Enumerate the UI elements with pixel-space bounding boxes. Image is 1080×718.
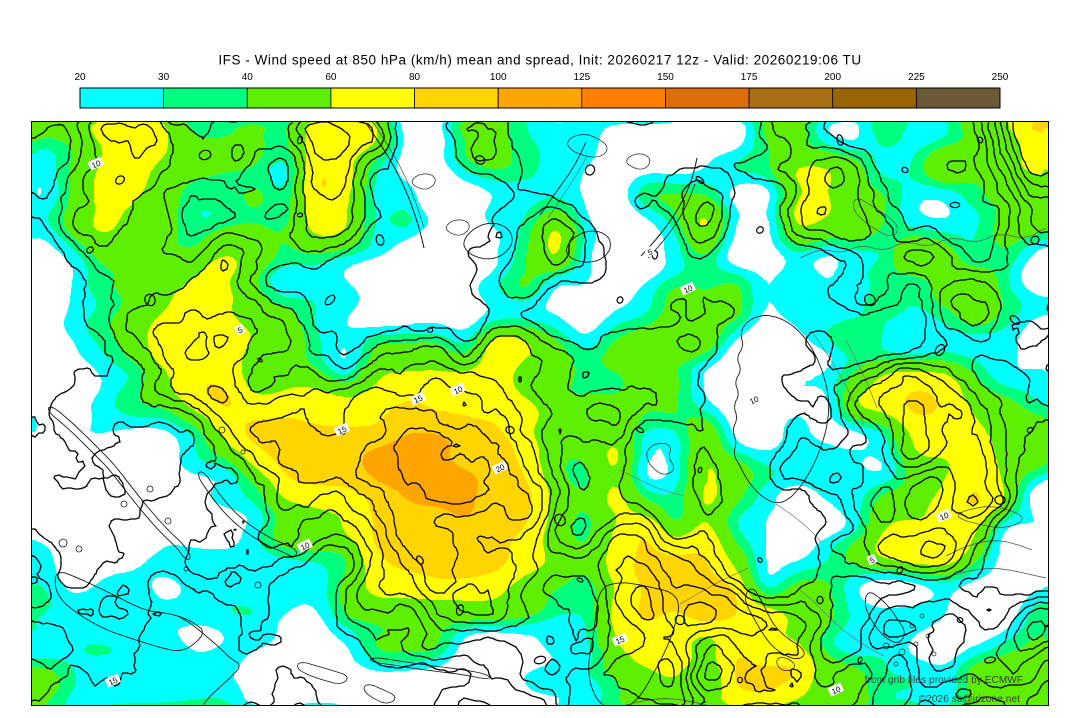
svg-text:10: 10 bbox=[938, 510, 950, 522]
svg-text:20: 20 bbox=[74, 72, 86, 83]
svg-text:©2026 sb@irizone.net: ©2026 sb@irizone.net bbox=[919, 694, 1020, 705]
svg-text:5: 5 bbox=[236, 325, 244, 335]
svg-text:from grib files provided by EC: from grib files provided by ECMWF bbox=[865, 675, 1023, 686]
svg-text:15: 15 bbox=[336, 424, 348, 436]
svg-text:60: 60 bbox=[325, 72, 337, 83]
svg-text:150: 150 bbox=[657, 72, 674, 83]
svg-text:200: 200 bbox=[824, 72, 841, 83]
svg-text:10: 10 bbox=[452, 384, 464, 396]
svg-text:80: 80 bbox=[409, 72, 421, 83]
svg-text:225: 225 bbox=[908, 72, 925, 83]
svg-text:40: 40 bbox=[242, 72, 254, 83]
svg-text:15: 15 bbox=[412, 393, 424, 405]
svg-text:10: 10 bbox=[682, 283, 694, 295]
svg-text:100: 100 bbox=[490, 72, 507, 83]
svg-text:10: 10 bbox=[830, 684, 842, 696]
svg-text:15: 15 bbox=[614, 634, 626, 646]
svg-text:5: 5 bbox=[868, 555, 876, 565]
svg-text:10: 10 bbox=[748, 394, 760, 406]
svg-text:IFS - Wind speed at 850 hPa (k: IFS - Wind speed at 850 hPa (km/h) mean … bbox=[218, 53, 861, 68]
svg-text:5: 5 bbox=[646, 247, 654, 257]
svg-text:125: 125 bbox=[573, 72, 590, 83]
svg-text:30: 30 bbox=[158, 72, 170, 83]
svg-text:15: 15 bbox=[107, 675, 119, 687]
svg-text:250: 250 bbox=[992, 72, 1009, 83]
svg-text:10: 10 bbox=[90, 158, 102, 170]
svg-text:10: 10 bbox=[299, 540, 311, 552]
svg-text:20: 20 bbox=[494, 462, 506, 474]
svg-text:175: 175 bbox=[741, 72, 758, 83]
